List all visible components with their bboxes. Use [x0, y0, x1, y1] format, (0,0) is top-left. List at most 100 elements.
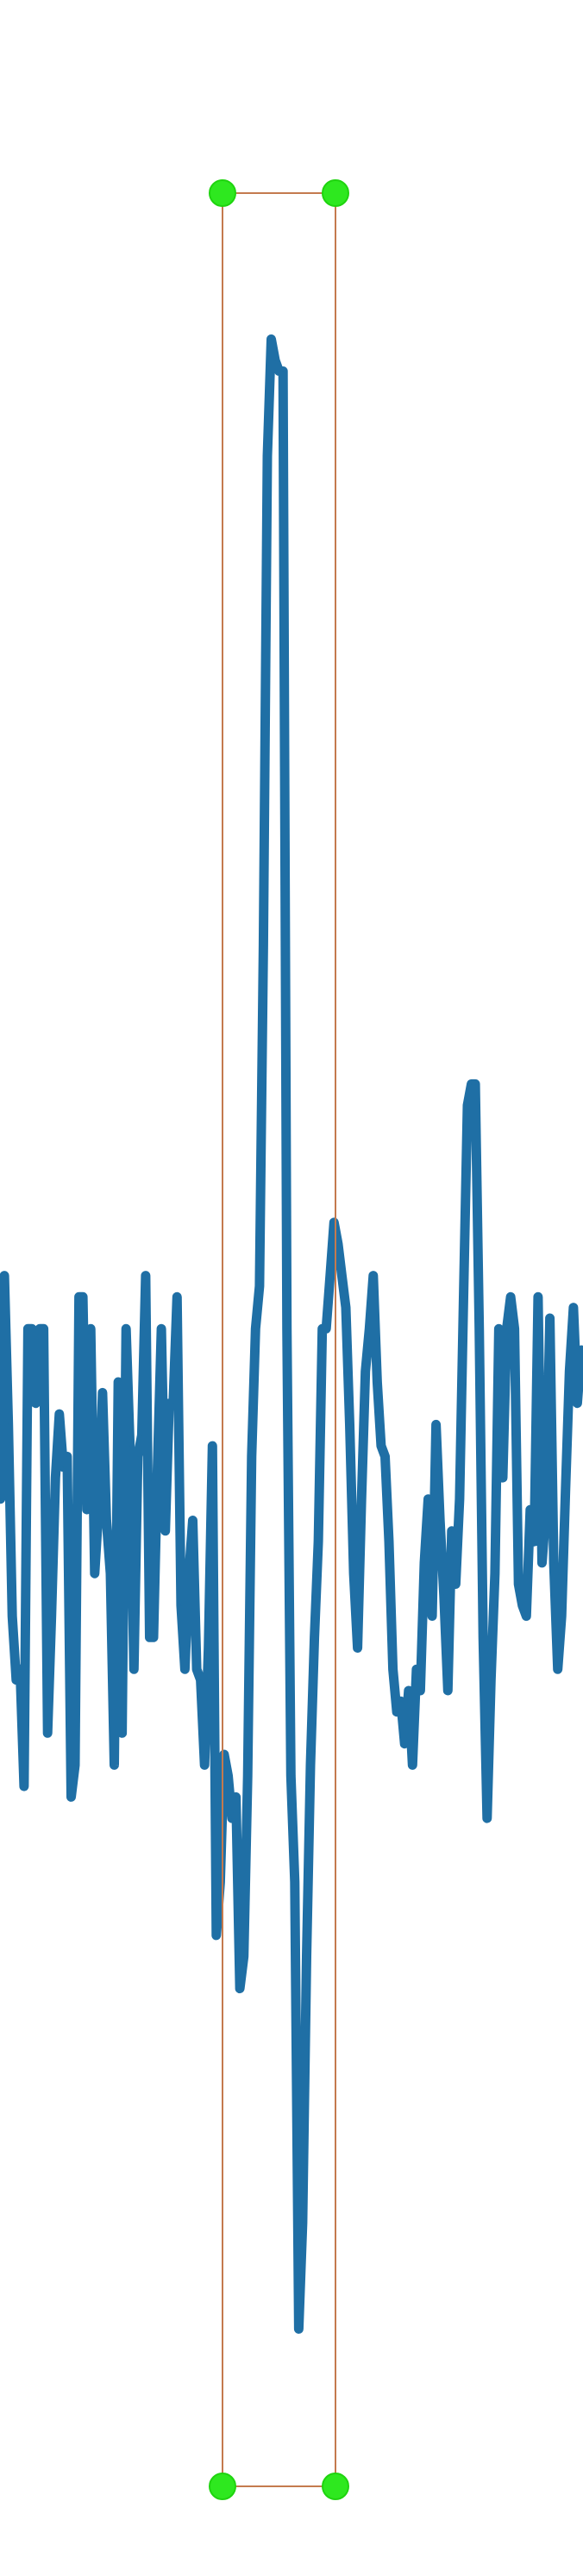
data-point: [428, 1498, 429, 1500]
data-point: [180, 1604, 182, 1606]
data-point: [365, 1371, 367, 1372]
data-point: [474, 1083, 476, 1085]
selection-box[interactable]: [209, 179, 349, 2500]
data-point: [454, 1584, 456, 1585]
data-point: [314, 1636, 316, 1638]
data-point: [219, 1881, 221, 1883]
data-point: [157, 1466, 159, 1468]
data-point: [306, 1956, 307, 1957]
data-point: [439, 1520, 441, 1521]
data-point: [35, 1403, 36, 1404]
data-point: [200, 1679, 202, 1681]
data-point: [349, 1423, 350, 1425]
data-point: [94, 1572, 96, 1574]
data-point: [271, 338, 272, 340]
data-point: [576, 1403, 578, 1404]
data-point: [129, 1445, 131, 1447]
data-point: [380, 1445, 382, 1447]
data-point: [290, 1775, 292, 1777]
data-point: [482, 1636, 484, 1638]
data-point: [467, 1104, 468, 1106]
data-point: [59, 1413, 60, 1415]
selection-handle-top-left[interactable]: [209, 179, 236, 207]
data-point: [282, 371, 284, 372]
data-point: [490, 1679, 492, 1681]
data-point: [329, 1275, 331, 1277]
series-layer: [0, 334, 583, 2334]
data-point: [557, 1668, 559, 1670]
data-point: [423, 1562, 425, 1564]
data-point: [494, 1572, 496, 1574]
data-point: [74, 1764, 76, 1766]
data-point: [172, 1403, 174, 1404]
data-point: [243, 1956, 245, 1957]
data-point: [102, 1391, 103, 1393]
data-point: [337, 1243, 339, 1245]
data-point: [114, 1764, 115, 1766]
data-point: [145, 1275, 147, 1277]
data-point: [400, 1700, 402, 1702]
data-point: [165, 1530, 166, 1532]
data-point: [266, 455, 268, 457]
data-point: [23, 1785, 25, 1787]
data-point: [105, 1520, 107, 1521]
data-point: [471, 1083, 473, 1085]
data-point: [168, 1403, 170, 1404]
data-point: [149, 1636, 150, 1638]
data-point: [565, 1488, 567, 1489]
data-point: [459, 1498, 461, 1500]
data-point: [317, 1541, 319, 1542]
data-point: [235, 1796, 237, 1798]
data-point: [451, 1530, 453, 1532]
data-point: [396, 1711, 398, 1713]
data-point: [502, 1477, 504, 1479]
selection-handle-bottom-left[interactable]: [209, 2473, 236, 2500]
data-point: [573, 1307, 574, 1309]
data-point: [388, 1541, 390, 1542]
data-point: [66, 1455, 68, 1457]
data-point: [517, 1584, 519, 1585]
data-point: [228, 1775, 229, 1777]
data-point: [62, 1466, 64, 1468]
data-point: [553, 1562, 555, 1564]
data-point: [211, 1445, 213, 1447]
data-point: [310, 1764, 311, 1766]
data-point: [345, 1307, 347, 1309]
data-point: [110, 1572, 111, 1574]
series-line-1: [0, 334, 583, 2334]
data-point: [416, 1668, 417, 1670]
data-point: [137, 1455, 139, 1457]
data-point: [522, 1604, 523, 1606]
data-point: [262, 945, 264, 947]
selection-handle-bottom-right[interactable]: [322, 2473, 349, 2500]
data-point: [3, 1275, 5, 1277]
data-point: [486, 1817, 488, 1819]
data-point: [549, 1317, 551, 1319]
data-point: [376, 1381, 378, 1383]
data-point: [0, 1498, 2, 1500]
data-point: [404, 1743, 405, 1745]
data-point: [392, 1668, 394, 1670]
data-point: [385, 1455, 386, 1457]
data-point: [239, 1988, 241, 1990]
data-point: [47, 1732, 48, 1734]
data-point: [443, 1594, 445, 1596]
data-point: [360, 1498, 362, 1500]
data-point: [192, 1520, 193, 1521]
data-point: [204, 1764, 205, 1766]
data-point: [231, 1817, 233, 1819]
data-point: [54, 1477, 56, 1479]
data-point: [71, 1796, 72, 1798]
data-point: [294, 1881, 296, 1883]
data-point: [19, 1668, 21, 1670]
data-point: [533, 1541, 535, 1542]
data-point: [568, 1371, 570, 1372]
data-point: [8, 1423, 9, 1425]
data-point: [259, 1285, 260, 1287]
selection-handle-top-right[interactable]: [322, 179, 349, 207]
data-point: [117, 1381, 119, 1383]
data-point: [411, 1764, 413, 1766]
data-point: [133, 1668, 135, 1670]
